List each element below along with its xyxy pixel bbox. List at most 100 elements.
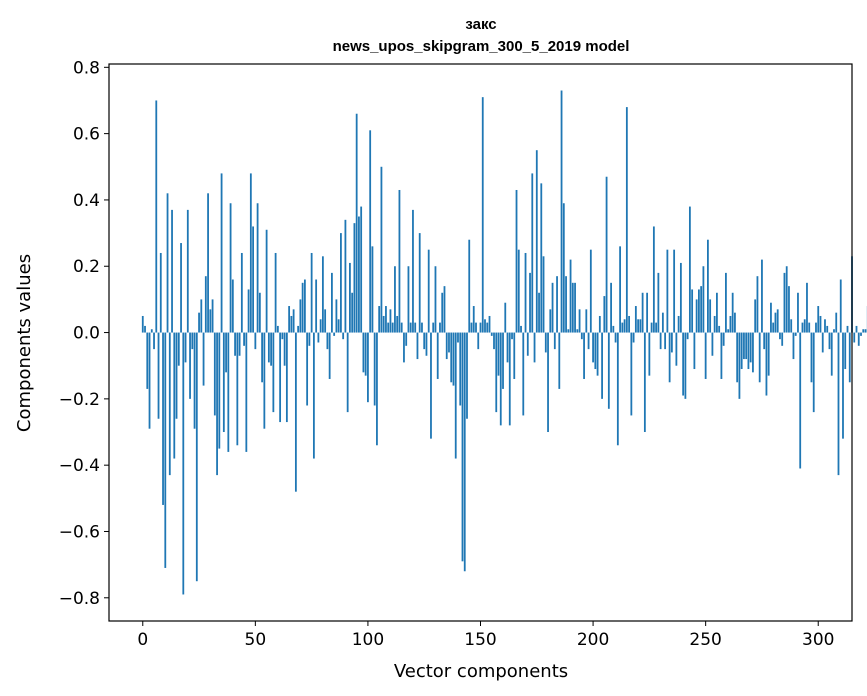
bar (319, 319, 322, 333)
bar (538, 292, 540, 333)
bar (369, 130, 372, 333)
bar (520, 325, 522, 333)
bar (702, 266, 705, 333)
bar (234, 332, 236, 356)
bar (515, 189, 518, 333)
bar (252, 226, 254, 333)
bar (213, 332, 216, 416)
bar (826, 325, 829, 333)
bar (389, 309, 392, 333)
bar (785, 266, 788, 333)
bar (227, 332, 230, 452)
bar (490, 332, 493, 336)
bar (506, 332, 509, 363)
bar (837, 332, 840, 476)
bar (499, 332, 502, 426)
bar (200, 299, 203, 333)
bar (452, 332, 455, 386)
bar (222, 332, 225, 433)
bar (540, 183, 543, 333)
bar (439, 322, 441, 333)
bar (691, 289, 694, 333)
bar (416, 332, 419, 360)
bar (855, 325, 858, 333)
bar (373, 332, 376, 406)
bar (362, 332, 365, 373)
bar (547, 332, 549, 433)
bar (270, 332, 273, 366)
bar (698, 289, 700, 333)
bar (434, 266, 437, 333)
bar (182, 332, 185, 595)
bar (846, 325, 849, 333)
bar (396, 315, 399, 333)
bar (806, 282, 808, 333)
bar (409, 322, 412, 333)
bar (596, 332, 599, 376)
bar (761, 259, 763, 333)
bar (247, 289, 250, 333)
bar (583, 332, 585, 379)
bar (799, 332, 802, 469)
bar (180, 243, 182, 333)
bar (792, 332, 795, 360)
bar (639, 319, 642, 333)
y-tick-label: 0.8 (73, 58, 100, 78)
bar (443, 286, 446, 333)
bar (623, 319, 626, 333)
bar (652, 226, 655, 333)
bar (670, 332, 673, 353)
bar (427, 249, 430, 333)
bar (150, 329, 153, 333)
y-tick-label: 0.4 (73, 191, 100, 211)
bar (817, 306, 820, 333)
bar (371, 246, 374, 333)
bar (306, 332, 309, 406)
bar (612, 325, 615, 333)
bar (562, 203, 565, 333)
bar (641, 292, 644, 333)
bar (668, 332, 671, 383)
bar (743, 332, 745, 360)
bar (610, 282, 612, 333)
bar (819, 315, 822, 333)
bar (299, 299, 302, 333)
bar (650, 322, 653, 333)
bar (767, 332, 770, 376)
bar (842, 332, 844, 439)
bar (511, 332, 513, 340)
bar (358, 216, 360, 333)
bar (571, 282, 574, 333)
bar (695, 299, 698, 333)
bar (349, 262, 351, 333)
bar (421, 322, 423, 333)
bar (734, 312, 736, 333)
bar (603, 296, 606, 333)
bar (508, 332, 511, 426)
bar (810, 332, 813, 383)
bar (722, 332, 725, 346)
bar (679, 262, 682, 333)
bar (779, 332, 781, 340)
bar (567, 329, 570, 333)
bar (394, 266, 396, 333)
bar (337, 319, 340, 333)
bar (614, 332, 617, 343)
bar (324, 309, 327, 333)
bar (333, 332, 336, 336)
bar (342, 332, 345, 340)
bars-group (141, 90, 867, 595)
bar (727, 329, 730, 333)
bar (391, 322, 394, 333)
bar (405, 332, 408, 346)
bar (326, 332, 329, 350)
bar (729, 315, 732, 333)
y-tick-label: 0.6 (73, 125, 100, 145)
bar (168, 332, 171, 476)
bar (601, 332, 603, 399)
x-tick-label: 300 (802, 630, 834, 650)
bar (659, 332, 662, 350)
bar (700, 286, 703, 333)
bar (513, 332, 516, 379)
